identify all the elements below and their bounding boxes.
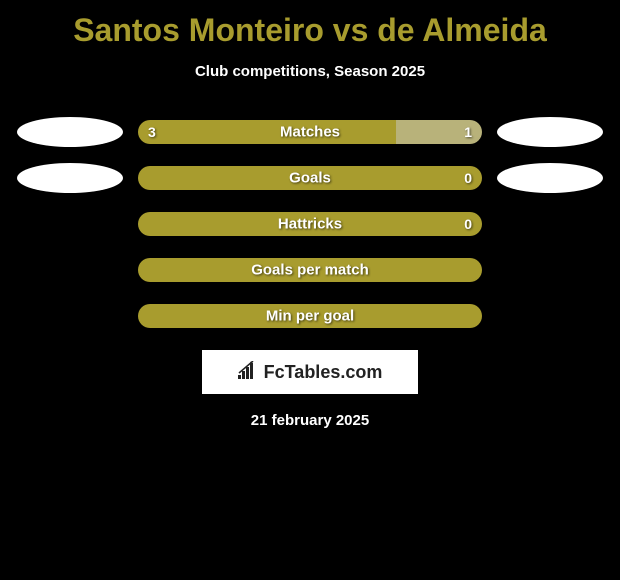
comparison-row: Goals 0: [0, 166, 620, 190]
subtitle: Club competitions, Season 2025: [0, 63, 620, 80]
player-right-marker: [497, 163, 603, 193]
stat-value-right: 1: [464, 124, 472, 140]
stat-label: Goals: [289, 170, 331, 187]
stat-label: Goals per match: [251, 262, 369, 279]
player-left-marker: [17, 117, 123, 147]
stat-bar: Matches 3 1: [138, 120, 482, 144]
bar-segment-left: [138, 120, 396, 144]
player-left-marker: [17, 163, 123, 193]
stat-bar: Hattricks 0: [138, 212, 482, 236]
stat-label: Matches: [280, 124, 340, 141]
comparison-row: Min per goal: [0, 304, 620, 328]
stat-label: Min per goal: [266, 308, 354, 325]
comparison-rows: Matches 3 1 Goals 0 Hattricks 0 Goals per match…: [0, 120, 620, 328]
stat-value-right: 0: [464, 216, 472, 232]
stat-value-right: 0: [464, 170, 472, 186]
stat-bar: Goals per match: [138, 258, 482, 282]
stat-label: Hattricks: [278, 216, 342, 233]
player-right-marker: [497, 117, 603, 147]
logo-text: FcTables.com: [238, 361, 383, 384]
logo-label: FcTables.com: [264, 362, 383, 383]
stat-bar: Goals 0: [138, 166, 482, 190]
stat-value-left: 3: [148, 124, 156, 140]
comparison-row: Matches 3 1: [0, 120, 620, 144]
comparison-row: Goals per match: [0, 258, 620, 282]
logo-box: FcTables.com: [202, 350, 418, 394]
chart-icon: [238, 361, 260, 384]
page-title: Santos Monteiro vs de Almeida: [0, 0, 620, 49]
comparison-row: Hattricks 0: [0, 212, 620, 236]
date-label: 21 february 2025: [0, 412, 620, 429]
stat-bar: Min per goal: [138, 304, 482, 328]
